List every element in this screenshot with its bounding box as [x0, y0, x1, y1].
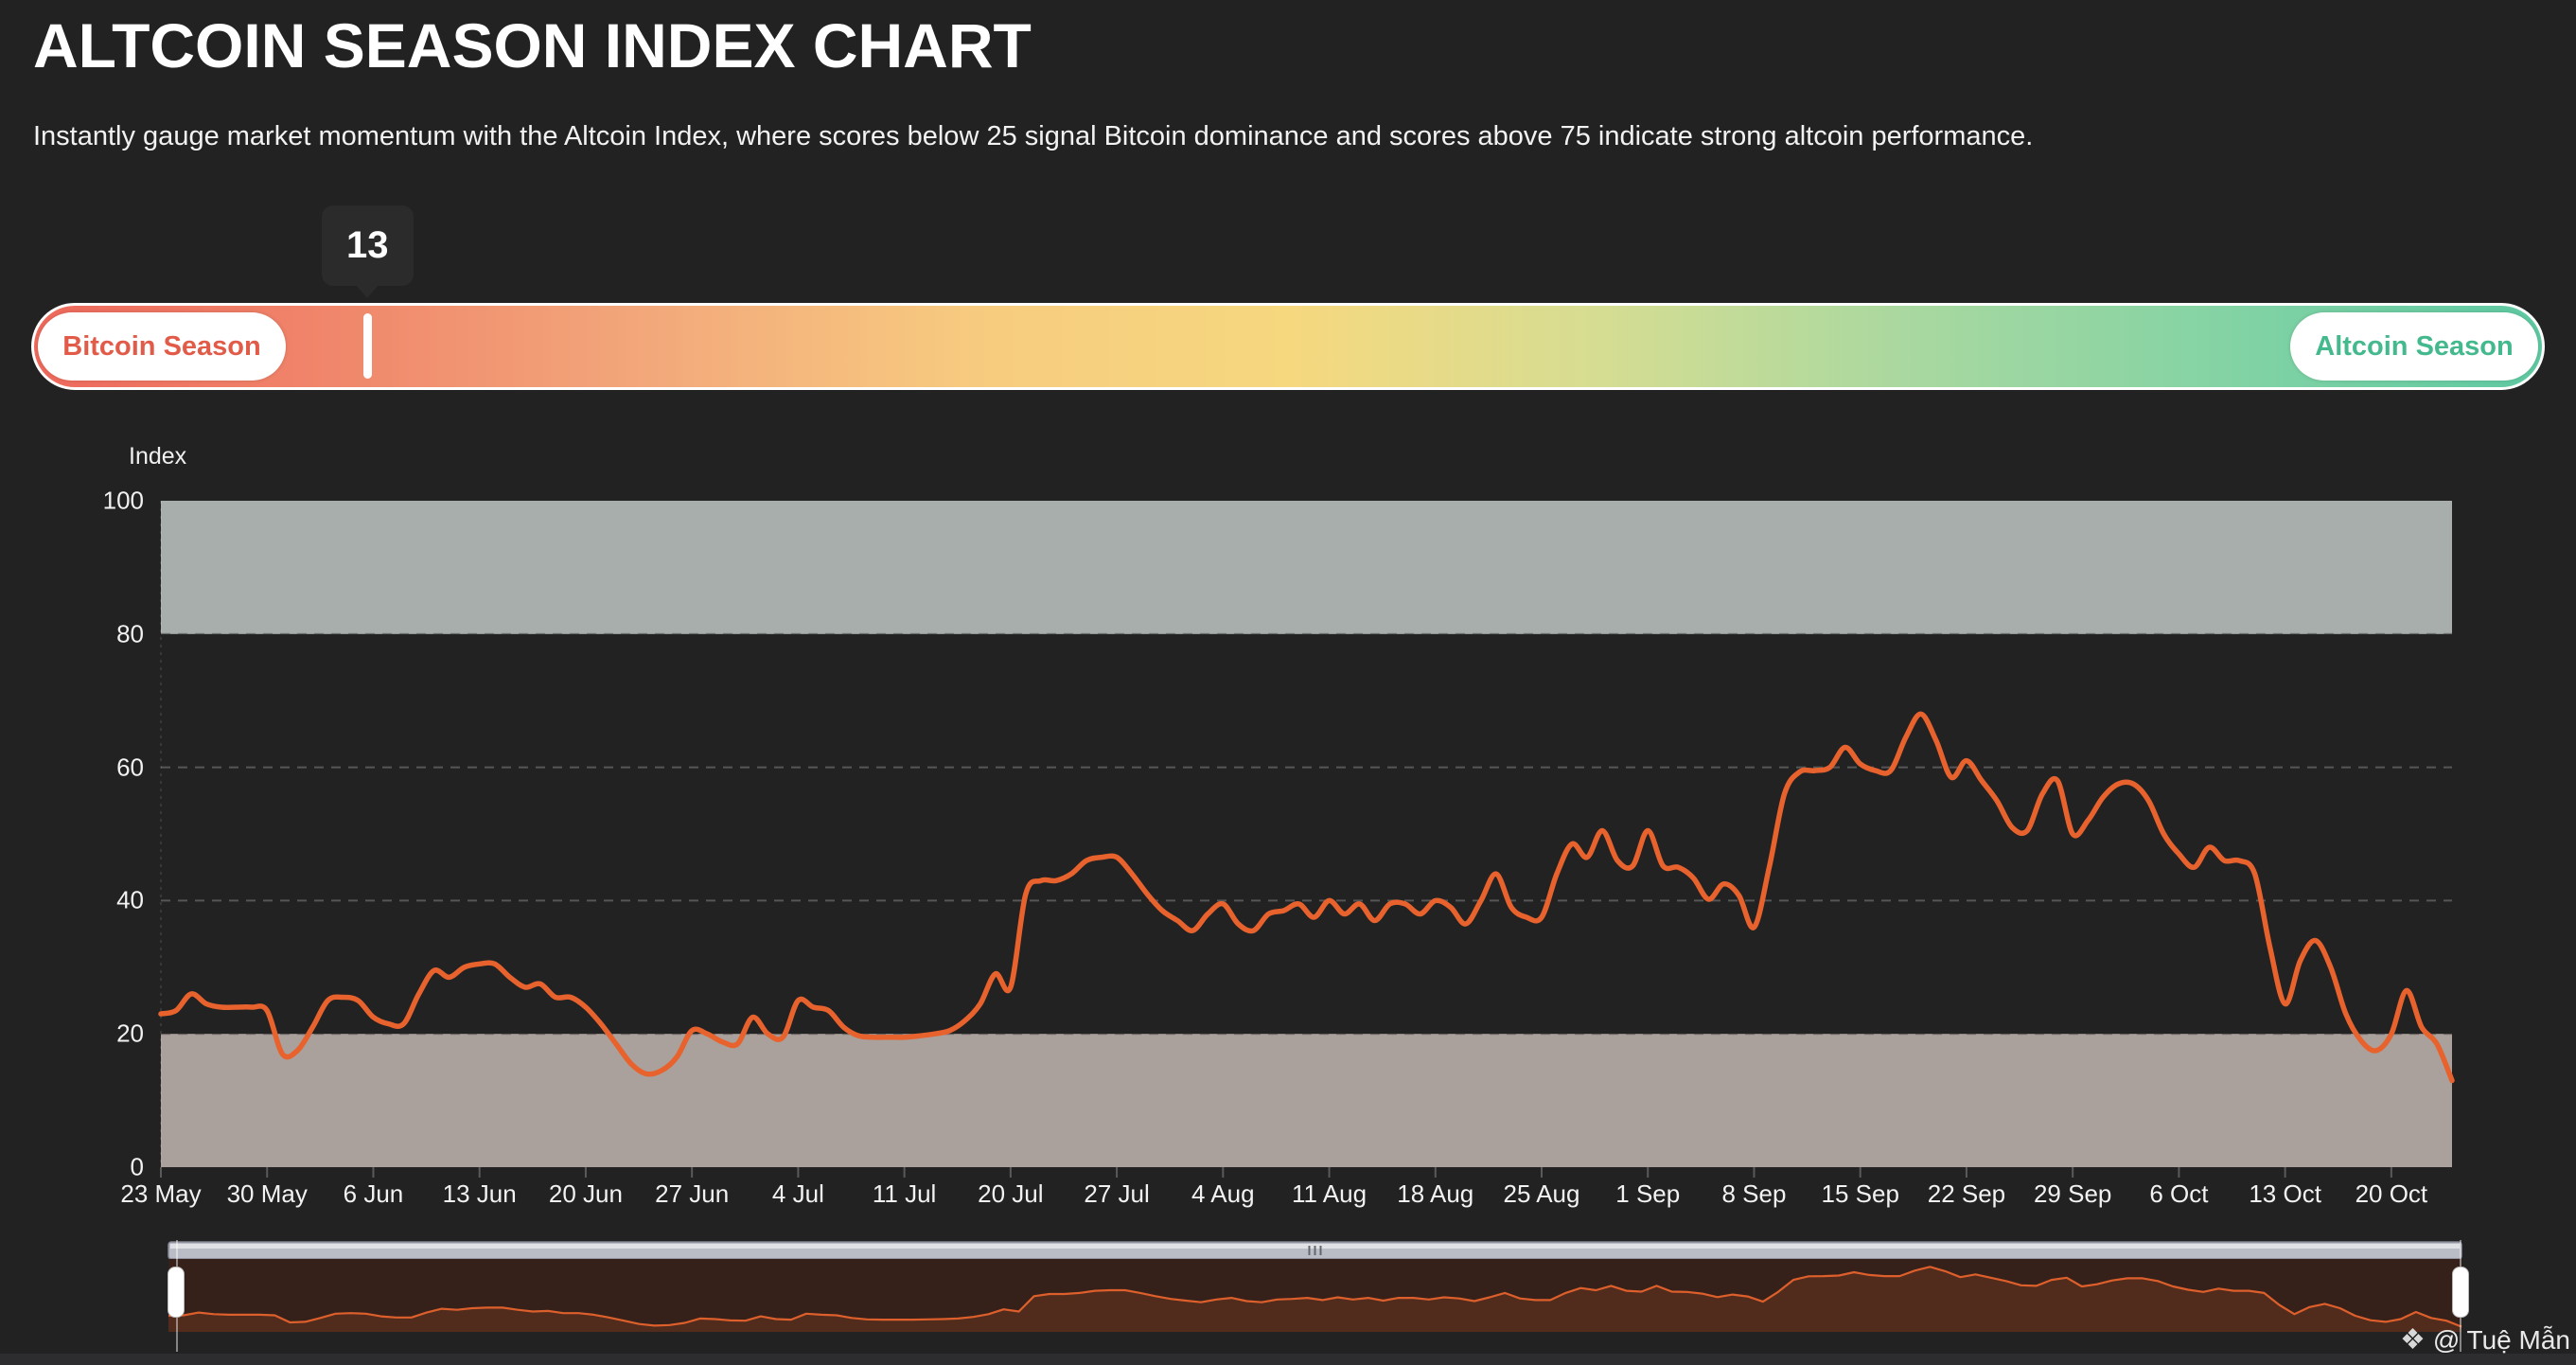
x-tick-label: 13 Oct — [2249, 1179, 2321, 1208]
x-tick-label: 20 Jul — [978, 1179, 1044, 1208]
x-tick-label: 6 Oct — [2149, 1179, 2209, 1208]
x-tick-label: 30 May — [226, 1179, 308, 1208]
watermark-text: @ Tuệ Mẫn — [2432, 1324, 2570, 1355]
watermark: ❖ @ Tuệ Mẫn — [2400, 1323, 2570, 1356]
x-tick-label: 15 Sep — [1821, 1179, 1899, 1208]
x-tick-label: 25 Aug — [1503, 1179, 1580, 1208]
gauge-value: 13 — [346, 224, 389, 266]
index-series-line — [158, 711, 2455, 1084]
y-tick-label: 80 — [116, 619, 144, 648]
page-subtitle: Instantly gauge market momentum with the… — [33, 121, 2034, 151]
navigator-left-handle[interactable] — [168, 1267, 185, 1318]
navigator-right-handle[interactable] — [2452, 1267, 2469, 1318]
y-axis-title: Index — [129, 443, 187, 470]
y-tick-label: 20 — [116, 1019, 144, 1048]
x-tick-label: 1 Sep — [1615, 1179, 1681, 1208]
y-tick-label: 60 — [116, 753, 144, 782]
x-tick-label: 13 Jun — [442, 1179, 517, 1208]
gauge-marker — [362, 313, 372, 379]
navigator-panel[interactable] — [168, 1259, 2461, 1332]
y-tick-label: 100 — [102, 486, 144, 515]
x-tick-label: 20 Jun — [548, 1179, 623, 1208]
navigator-series-line — [168, 1266, 2462, 1328]
y-tick-label: 0 — [130, 1152, 144, 1181]
x-tick-label: 11 Jul — [872, 1179, 937, 1208]
altcoin-season-label: Altcoin Season — [2315, 330, 2514, 362]
x-tick-label: 27 Jun — [655, 1179, 730, 1208]
x-tick-label: 20 Oct — [2355, 1179, 2428, 1208]
page-bottom-strip — [0, 1354, 2576, 1365]
gauge-value-tooltip: 13 — [321, 205, 414, 298]
x-tick-label: 29 Sep — [2033, 1179, 2112, 1208]
x-tick-label: 22 Sep — [1927, 1179, 2006, 1208]
x-tick-label: 8 Sep — [1721, 1179, 1787, 1208]
bitcoin-season-zone-band — [161, 1034, 2452, 1167]
x-tick-label: 18 Aug — [1397, 1179, 1474, 1208]
altcoin-season-zone-band — [161, 501, 2452, 634]
altcoin-season-pill: Altcoin Season — [2290, 312, 2538, 381]
diamond-logo-icon: ❖ — [2399, 1324, 2426, 1356]
bitcoin-season-label: Bitcoin Season — [62, 330, 261, 362]
season-gradient-bar — [31, 303, 2545, 390]
x-tick-label: 4 Jul — [771, 1179, 824, 1208]
x-tick-label: 6 Jun — [343, 1179, 404, 1208]
x-tick-label: 11 Aug — [1292, 1179, 1367, 1208]
y-tick-label: 40 — [116, 885, 144, 914]
page-title: ALTCOIN SEASON INDEX CHART — [33, 10, 1032, 80]
x-tick-label: 4 Aug — [1191, 1179, 1255, 1208]
x-tick-label: 23 May — [120, 1179, 202, 1208]
x-tick-label: 27 Jul — [1084, 1179, 1150, 1208]
bitcoin-season-pill: Bitcoin Season — [38, 312, 286, 381]
